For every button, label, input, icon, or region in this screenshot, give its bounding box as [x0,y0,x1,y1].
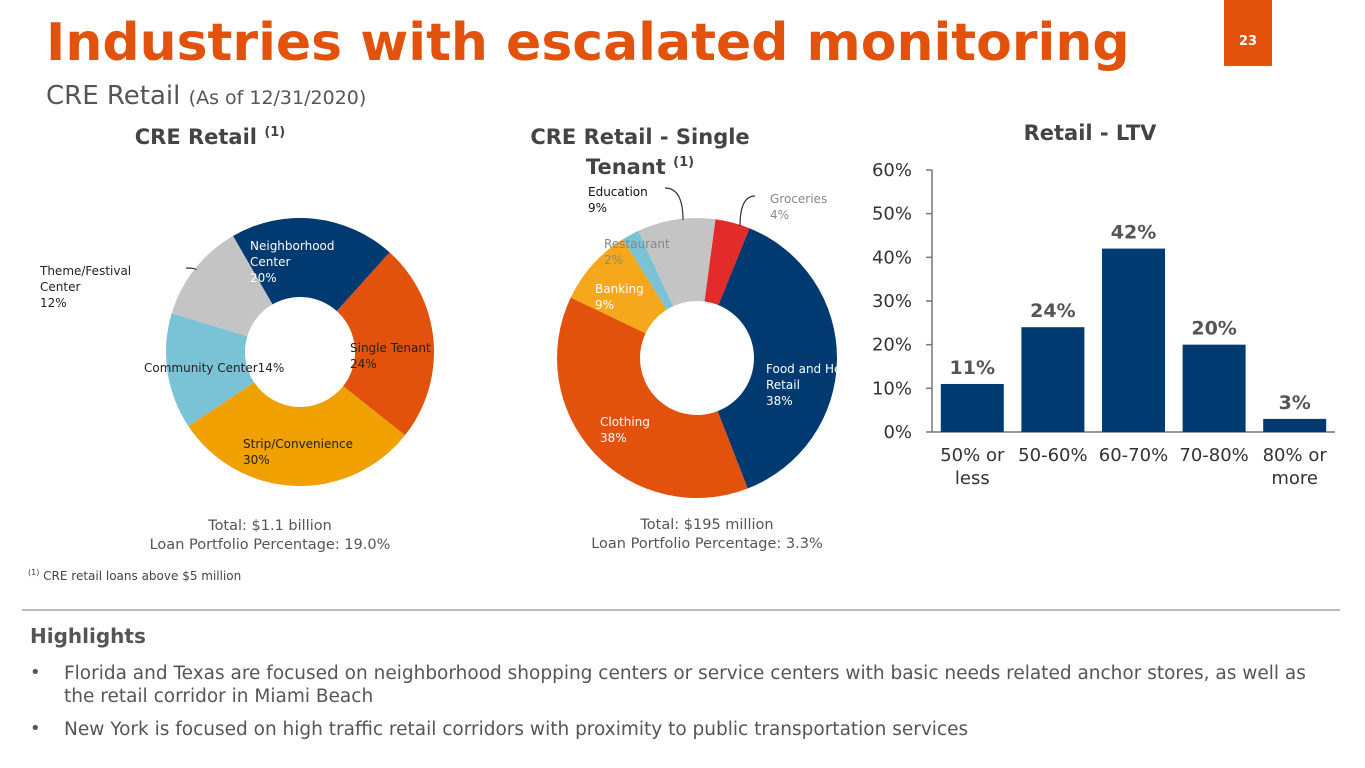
segment-value: 12% [40,296,67,310]
chart-title-note: (1) [264,125,286,140]
chart-title: CRE Retail (1) [90,120,330,150]
segment-label: Community Center14% [144,360,284,376]
segment-value: 9% [595,298,615,312]
subtitle-text: CRE Retail [46,81,181,111]
segment-label: Strip/Convenience 30% [243,436,353,468]
segment-category: Food and Health Retail [766,362,865,392]
segment-category: Education [588,185,648,199]
y-tick-label: 50% [872,204,912,225]
x-tick-label: 70-80% [1179,445,1249,466]
page-number: 23 [1224,0,1272,66]
segment-label: Single Tenant 24% [350,340,431,372]
segment-category: Community Center [144,361,258,375]
segment-value: 14% [257,361,285,375]
chart-title: Retail - LTV [1023,121,1157,145]
bar [1182,344,1246,432]
donut-segment [557,297,748,498]
value-label: 42% [1111,222,1156,244]
donut-segment [638,218,716,307]
x-tick-label: 50% or less [940,445,1005,489]
segment-label: Restaurant 2% [604,236,670,268]
subtitle-note: (As of 12/31/2020) [188,87,367,109]
segment-category: Restaurant [604,237,670,251]
y-tick-label: 60% [872,160,912,181]
bar [1263,418,1327,432]
y-tick-label: 30% [872,291,912,312]
note: Total: $1.1 billion [208,518,332,534]
segment-label: Neighborhood Center 20% [250,238,360,286]
segment-category: Strip/Convenience [243,437,353,451]
chart-title-text: CRE Retail - Single Tenant [530,125,750,179]
donut-segment [166,313,255,427]
donut-segment [336,252,434,436]
chart-title-note: (1) [673,155,695,170]
bullet: • [30,718,41,739]
bar [1102,248,1165,432]
segment-label: Groceries 4% [770,191,827,223]
highlight-item: New York is focused on high traffic reta… [64,719,969,740]
separator [22,609,1340,611]
page-title: Industries with escalated monitoring [46,13,1130,73]
segment-category: Theme/Festival Center [40,264,132,294]
footnote-marker: (1) [28,568,40,577]
segment-value: 20% [250,271,277,285]
segment-category: Single Tenant [350,341,431,355]
segment-label: Food and Health Retail 38% [766,361,876,409]
value-label: 3% [1279,392,1311,414]
donut-segment [704,219,750,306]
leader-line [739,195,756,227]
chart-title-text: CRE Retail [134,125,257,149]
bar [1021,327,1085,432]
value-label: 20% [1191,318,1236,340]
x-tick-label: 80% or more [1262,445,1327,489]
donut-segment [622,230,674,310]
note: Loan Portfolio Percentage: 3.3% [591,536,823,552]
segment-category: Groceries [770,192,828,206]
chart-notes: Total: $195 million Loan Portfolio Percen… [547,516,867,554]
bullet: • [30,662,41,683]
segment-category: Banking [595,282,644,296]
donut-segment [171,235,273,337]
highlights-title: Highlights [30,624,146,648]
y-tick-label: 0% [883,422,912,443]
segment-label: Clothing 38% [600,414,650,446]
note: Total: $195 million [640,517,774,533]
x-tick-label: 50-60% [1018,445,1088,466]
x-tick-label: 60-70% [1098,445,1169,466]
leader-line [185,267,197,271]
segment-value: 38% [766,394,793,408]
y-tick-label: 40% [872,247,912,268]
donut-segment [188,382,406,486]
value-label: 24% [1030,300,1075,322]
donut-segment [717,228,838,489]
value-label: 11% [950,357,995,379]
donut-segment [233,217,390,312]
y-tick-label: 10% [872,378,912,399]
leader-line [664,187,684,221]
segment-value: 38% [600,431,627,445]
footnote-text: CRE retail loans above $5 million [43,569,242,583]
segment-value: 4% [770,208,790,222]
segment-label: Education 9% [588,184,648,216]
footnote: (1) CRE retail loans above $5 million [28,568,241,583]
highlight-item: Florida and Texas are focused on neighbo… [64,663,1306,707]
segment-value: 30% [243,453,270,467]
segment-category: Clothing [600,415,650,429]
chart-title: CRE Retail - Single Tenant (1) [510,124,770,180]
bar [940,383,1004,432]
segment-label: Banking 9% [595,281,644,313]
chart-notes: Total: $1.1 billion Loan Portfolio Percen… [100,517,440,555]
subtitle: CRE Retail (As of 12/31/2020) [46,80,366,114]
segment-label: Theme/Festival Center 12% [40,263,150,311]
segment-value: 24% [350,357,377,371]
y-tick-label: 20% [872,335,912,356]
donut-segment [570,239,667,334]
segment-value: 9% [588,201,608,215]
segment-category: Neighborhood Center [250,239,335,269]
note: Loan Portfolio Percentage: 19.0% [149,537,391,553]
segment-value: 2% [604,253,624,267]
